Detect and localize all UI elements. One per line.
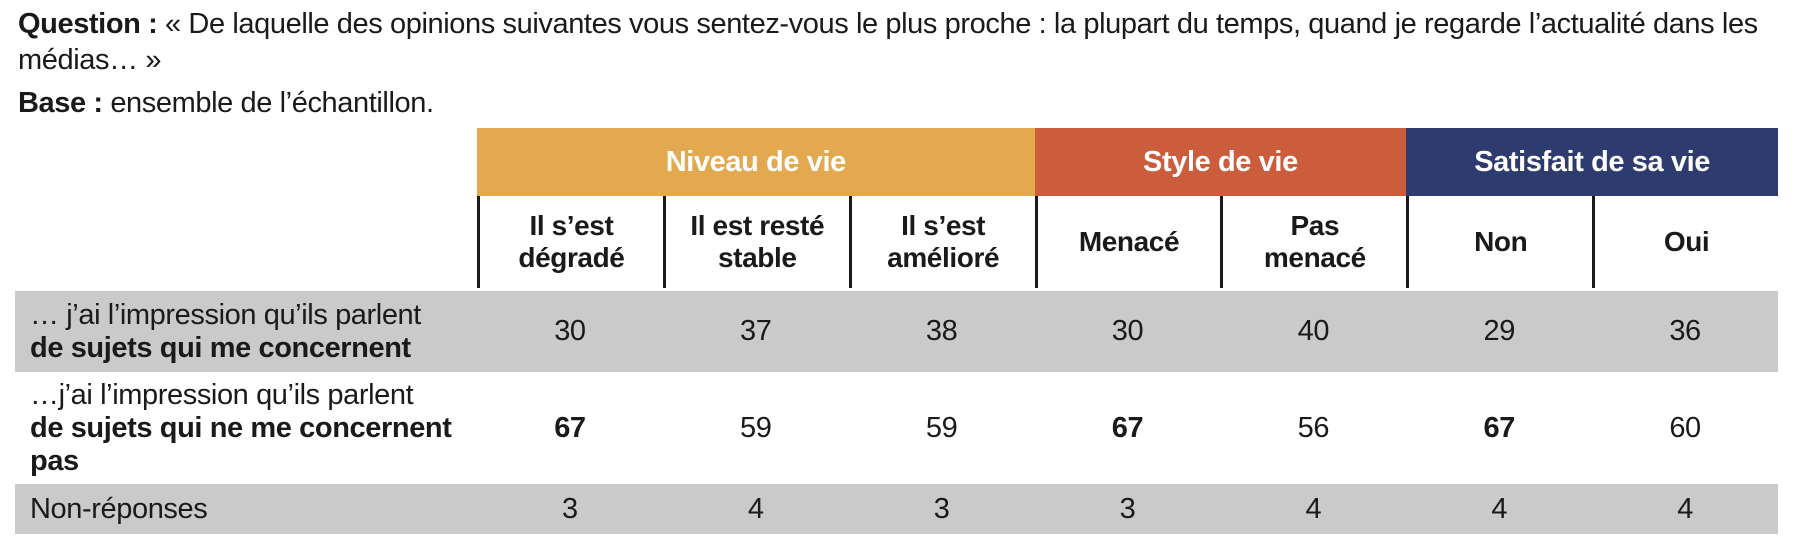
group-header-row: Niveau de vie Style de vie Satisfait de … [15,128,1778,196]
base-text: ensemble de l’échantillon. [102,87,434,119]
table-cell: 67 [1406,374,1593,482]
row-label: … j’ai l’impression qu’ils parlent de su… [15,291,477,372]
table-cell: 30 [477,291,663,372]
table-cell: 40 [1220,291,1407,372]
row-label-line1: …j’ai l’impression qu’ils parlent [30,378,414,411]
intro-block: Question : « De laquelle des opinions su… [0,0,1800,120]
table-cell: 4 [1592,484,1778,534]
column-header-menace: Menacé [1034,196,1221,288]
table-cell: 60 [1592,374,1778,482]
row-label-line2: de sujets qui me concernent [30,331,411,364]
question-paragraph: Question : « De laquelle des opinions su… [18,6,1780,78]
column-header-oui: Oui [1592,196,1778,288]
table-cell: 67 [1034,374,1221,482]
table-cell: 67 [477,374,663,482]
column-header-reste-stable: Il est resté stable [662,196,849,288]
table-cell: 4 [1220,484,1407,534]
table-cell: 56 [1220,374,1407,482]
base-paragraph: Base : ensemble de l’échantillon. [18,86,1780,120]
group-header-spacer [15,128,477,196]
row-label-line1: … j’ai l’impression qu’ils parlent [30,298,421,331]
group-header-style-de-vie: Style de vie [1034,128,1407,196]
table-cell: 4 [1406,484,1593,534]
column-header-ameliore: Il s’est amélioré [848,196,1035,288]
table-cell: 3 [848,484,1035,534]
table-cell: 59 [848,374,1035,482]
column-header-spacer [15,196,477,288]
table-cell: 59 [662,374,849,482]
row-label-line1: Non-réponses [30,492,208,525]
base-label: Base : [18,87,103,119]
group-header-niveau-de-vie: Niveau de vie [477,128,1035,196]
group-header-satisfait-de-sa-vie: Satisfait de sa vie [1406,128,1778,196]
table-cell: 36 [1592,291,1778,372]
table-cell: 38 [848,291,1035,372]
row-label-line3: pas [30,444,79,477]
column-header-row: Il s’est dégradé Il est resté stable Il … [15,196,1778,288]
column-header-degrade: Il s’est dégradé [477,196,663,288]
table-row-sujets-me-concernent: … j’ai l’impression qu’ils parlent de su… [15,291,1778,372]
table-row-non-reponses: Non-réponses 3 4 3 3 4 4 4 [15,484,1778,534]
column-header-pas-menace: Pas menacé [1220,196,1407,288]
question-label: Question : [18,8,158,40]
table-cell: 29 [1406,291,1593,372]
column-header-non: Non [1406,196,1593,288]
table-cell: 3 [477,484,663,534]
table-cell: 30 [1034,291,1221,372]
row-label-line2: de sujets qui ne me concernent [30,411,452,444]
table-cell: 37 [662,291,849,372]
results-table: Niveau de vie Style de vie Satisfait de … [15,128,1778,534]
table-row-sujets-ne-me-concernent-pas: …j’ai l’impression qu’ils parlent de suj… [15,374,1778,482]
row-label: Non-réponses [15,484,477,534]
table-cell: 4 [662,484,849,534]
question-text: « De laquelle des opinions suivantes vou… [18,8,1758,76]
row-label: …j’ai l’impression qu’ils parlent de suj… [15,374,477,482]
table-cell: 3 [1034,484,1221,534]
